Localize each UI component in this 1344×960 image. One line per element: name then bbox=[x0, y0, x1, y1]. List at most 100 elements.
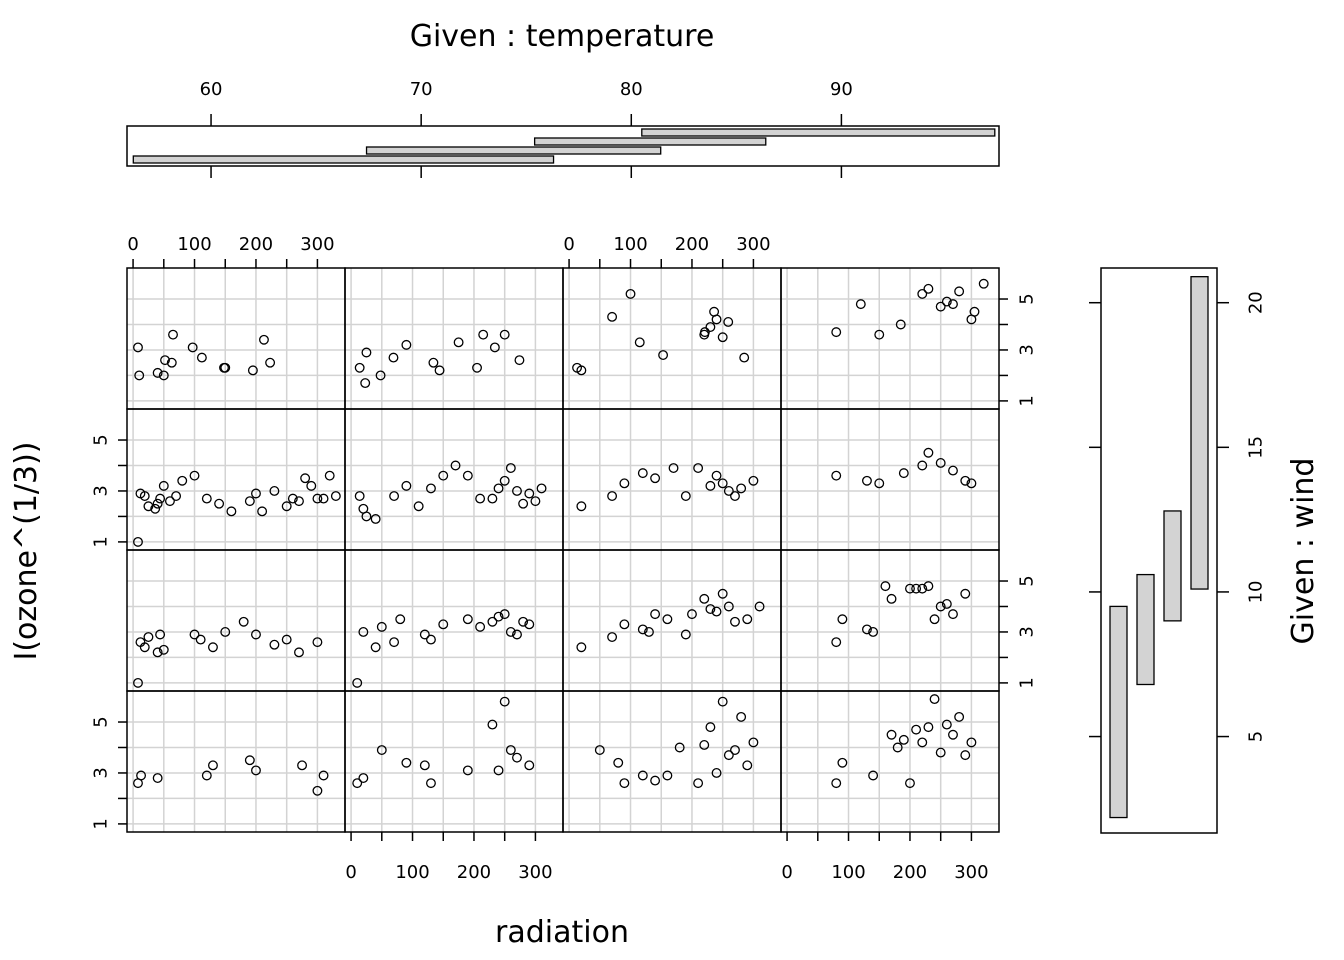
wind-tick-label: 5 bbox=[1245, 731, 1266, 742]
data-point bbox=[324, 470, 335, 481]
data-point bbox=[917, 583, 928, 594]
data-point bbox=[911, 724, 922, 735]
panel-border bbox=[562, 408, 782, 551]
data-point bbox=[475, 621, 486, 632]
data-point bbox=[493, 765, 504, 776]
x-tick-label: 200 bbox=[675, 234, 709, 255]
data-point bbox=[644, 627, 654, 637]
data-point bbox=[524, 619, 535, 630]
x-axis-title: radiation bbox=[495, 915, 629, 950]
panel-r1-c4 bbox=[781, 268, 999, 409]
data-point bbox=[330, 491, 341, 502]
data-point bbox=[136, 770, 147, 781]
wind-given-ticks: 5 10 15 20 bbox=[1089, 291, 1266, 742]
panel-r2-c2 bbox=[345, 409, 563, 550]
data-point bbox=[257, 506, 268, 517]
panel-r2-c4 bbox=[781, 409, 999, 550]
data-point bbox=[226, 506, 237, 517]
panel-border bbox=[126, 690, 346, 833]
panel-border bbox=[780, 690, 1000, 833]
data-point bbox=[133, 677, 143, 688]
data-point bbox=[259, 334, 269, 345]
data-point bbox=[966, 737, 977, 748]
data-point bbox=[874, 478, 885, 489]
data-point bbox=[281, 634, 292, 645]
wind-given-bars bbox=[1109, 276, 1209, 819]
data-point bbox=[251, 765, 261, 776]
data-point bbox=[711, 768, 722, 778]
data-point bbox=[453, 337, 464, 348]
data-point bbox=[152, 367, 163, 378]
data-point bbox=[862, 475, 872, 486]
data-point bbox=[613, 757, 624, 768]
data-point bbox=[711, 470, 722, 481]
y-tick-label: 3 bbox=[90, 767, 111, 778]
data-point bbox=[361, 511, 372, 522]
y-tick-label: 3 bbox=[1016, 626, 1037, 637]
data-point bbox=[358, 773, 369, 784]
data-point bbox=[401, 757, 412, 768]
data-point bbox=[886, 593, 897, 604]
data-point bbox=[312, 785, 323, 796]
data-point bbox=[978, 278, 989, 289]
data-point bbox=[699, 593, 710, 604]
data-point bbox=[524, 760, 535, 771]
data-point bbox=[837, 614, 848, 625]
data-point bbox=[244, 755, 255, 766]
y-tick-label: 5 bbox=[90, 716, 111, 727]
data-point bbox=[941, 598, 952, 609]
data-point bbox=[512, 629, 522, 640]
data-point bbox=[634, 337, 645, 348]
data-point bbox=[462, 470, 473, 481]
data-point bbox=[742, 760, 753, 771]
x-tick-label: 100 bbox=[177, 234, 211, 255]
panel-axes: 0 100 200 300 0 100 200 300 0 100 200 300 0 100 200 300… bbox=[90, 234, 1037, 883]
data-point bbox=[294, 647, 304, 658]
y-tick-label: 3 bbox=[90, 485, 111, 496]
data-point bbox=[358, 627, 369, 637]
data-point bbox=[662, 614, 673, 625]
wind-given-title: Given : wind bbox=[1286, 458, 1321, 645]
data-point bbox=[219, 362, 229, 373]
data-point bbox=[238, 616, 249, 627]
data-point bbox=[658, 350, 669, 361]
data-point bbox=[195, 634, 206, 645]
data-point bbox=[281, 501, 292, 512]
data-point bbox=[637, 468, 648, 479]
data-point bbox=[874, 329, 885, 340]
wind-tick-label: 15 bbox=[1245, 436, 1266, 459]
data-point bbox=[739, 352, 750, 363]
data-point bbox=[524, 488, 535, 499]
data-point bbox=[133, 536, 143, 547]
data-point bbox=[723, 601, 734, 612]
panel-r2-c1 bbox=[127, 409, 345, 550]
data-point bbox=[892, 742, 903, 753]
data-point bbox=[375, 370, 386, 381]
panel-border bbox=[562, 267, 782, 410]
data-point bbox=[699, 329, 710, 340]
panel-r4-c2 bbox=[345, 691, 563, 832]
data-point bbox=[196, 352, 207, 363]
data-point bbox=[923, 283, 934, 294]
data-point bbox=[434, 365, 445, 376]
panel-r4-c3 bbox=[563, 691, 781, 832]
data-point bbox=[152, 647, 163, 658]
data-point bbox=[929, 614, 940, 625]
data-point bbox=[512, 486, 522, 496]
data-point bbox=[898, 734, 909, 745]
temperature-tick-label: 90 bbox=[830, 79, 853, 100]
data-point bbox=[717, 332, 728, 343]
data-point bbox=[717, 478, 728, 489]
x-tick-label: 0 bbox=[781, 862, 792, 883]
panel-border bbox=[780, 408, 1000, 551]
data-point bbox=[478, 329, 489, 340]
data-point bbox=[493, 611, 504, 622]
data-point bbox=[370, 642, 381, 653]
data-point bbox=[208, 760, 218, 771]
x-tick-label: 200 bbox=[457, 862, 491, 883]
data-point bbox=[376, 745, 387, 755]
data-point bbox=[960, 475, 971, 486]
data-point bbox=[487, 493, 498, 504]
data-point bbox=[401, 480, 412, 491]
temperature-tick-label: 60 bbox=[200, 79, 223, 100]
